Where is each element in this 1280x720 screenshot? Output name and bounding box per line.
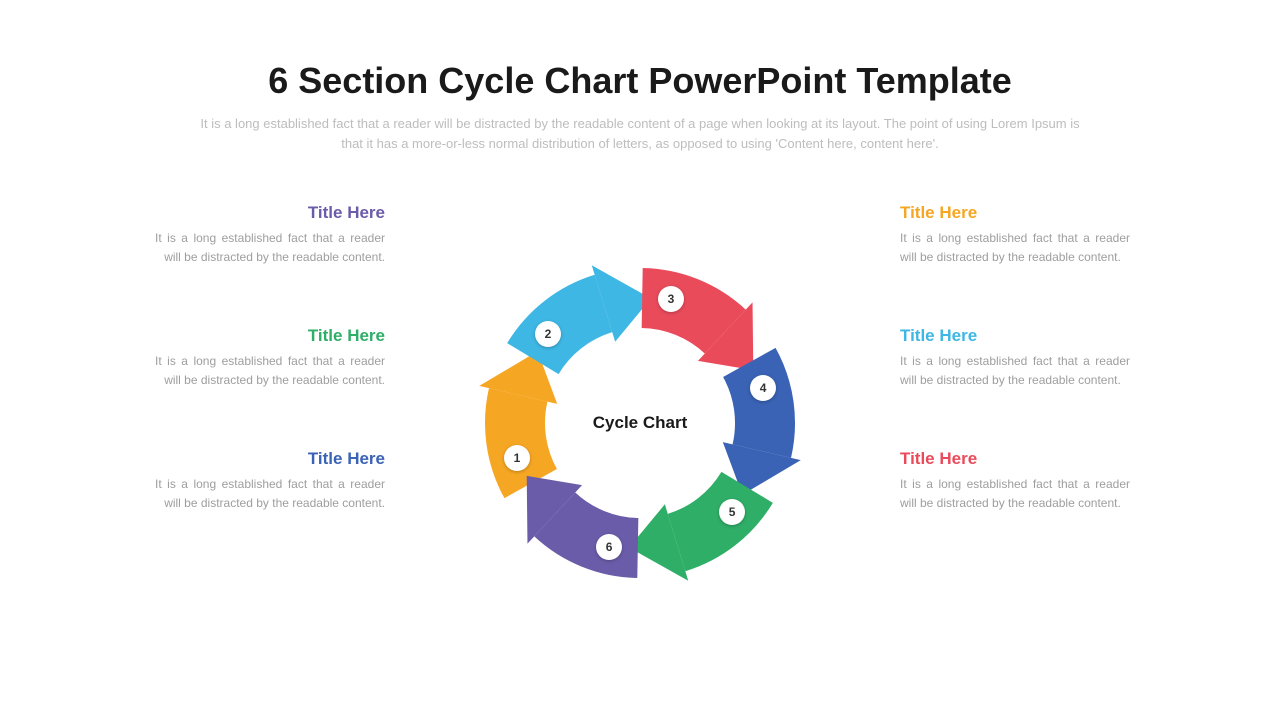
chart-center-label: Cycle Chart [593,413,687,433]
section-description: It is a long established fact that a rea… [155,229,385,266]
segment-badge-4: 4 [750,375,776,401]
segment-badge-2: 2 [535,321,561,347]
cycle-segment-5 [668,472,773,571]
page-subtitle: It is a long established fact that a rea… [190,114,1090,153]
section-block: Title Here It is a long established fact … [155,203,385,266]
segment-badge-1: 1 [504,445,530,471]
cycle-segment-2 [507,275,612,374]
section-description: It is a long established fact that a rea… [900,475,1130,512]
section-title: Title Here [155,203,385,223]
section-description: It is a long established fact that a rea… [155,475,385,512]
segment-badge-5: 5 [719,499,745,525]
section-description: It is a long established fact that a rea… [900,229,1130,266]
section-block: Title Here It is a long established fact … [155,326,385,389]
section-title: Title Here [900,203,1130,223]
section-block: Title Here It is a long established fact … [900,326,1130,389]
section-title: Title Here [155,449,385,469]
segment-badge-3: 3 [658,286,684,312]
cycle-chart: Cycle Chart 1 2 3 4 5 6 [470,253,810,593]
section-block: Title Here It is a long established fact … [155,449,385,512]
section-description: It is a long established fact that a rea… [900,352,1130,389]
page-title: 6 Section Cycle Chart PowerPoint Templat… [0,60,1280,102]
section-description: It is a long established fact that a rea… [155,352,385,389]
segment-badge-6: 6 [596,534,622,560]
header: 6 Section Cycle Chart PowerPoint Templat… [0,0,1280,153]
section-title: Title Here [155,326,385,346]
section-title: Title Here [900,326,1130,346]
section-title: Title Here [900,449,1130,469]
content-area: Cycle Chart 1 2 3 4 5 6 Title Here It is a lon… [0,183,1280,663]
section-block: Title Here It is a long established fact … [900,449,1130,512]
section-block: Title Here It is a long established fact … [900,203,1130,266]
